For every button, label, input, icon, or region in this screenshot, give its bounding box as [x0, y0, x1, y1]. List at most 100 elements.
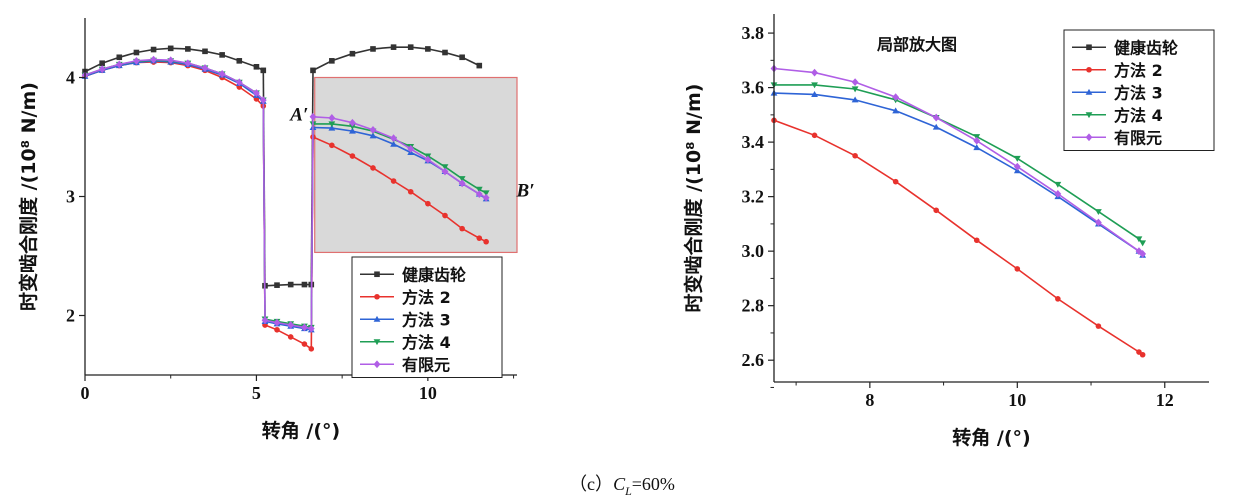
series-line-1-0	[84, 61, 264, 107]
data-point-4-0-2	[115, 60, 123, 69]
data-point-4-0-10	[1139, 249, 1147, 258]
y-tick-label-1: 2.8	[742, 296, 765, 316]
y-tick-label-6: 3.8	[742, 23, 765, 43]
data-point-1-4-7	[442, 212, 448, 219]
y-axis-label: 时变啮合刚度 /(10⁸ N/m)	[682, 84, 705, 313]
y-tick-label-2: 4	[66, 68, 75, 88]
data-point-4-4-3	[369, 125, 377, 134]
legend-marker-0	[1086, 44, 1092, 51]
data-point-0-2-2	[287, 281, 294, 288]
y-tick-label-4: 3.4	[742, 132, 765, 152]
data-point-1-4-5	[407, 188, 414, 195]
legend-label-1: 方法 2	[402, 288, 451, 307]
data-point-3-4-7	[441, 164, 449, 171]
left-chart: 0 5 10 2 3 4 转角 /(°) 时变啮合刚度 /(10⁸ N/m) A′ B′ 健康齿轮方…	[17, 18, 535, 442]
data-point-1-2-1	[274, 326, 280, 333]
data-point-0-4-3	[370, 46, 376, 52]
legend-marker-1	[374, 293, 380, 300]
data-point-1-0-5	[973, 237, 980, 244]
data-point-4-0-6	[1013, 162, 1021, 171]
caption-variable: C	[613, 474, 626, 494]
data-point-1-4-6	[425, 200, 431, 207]
data-point-2-0-2	[851, 96, 859, 103]
data-point-0-0-2	[116, 54, 123, 61]
data-point-1-2-4	[308, 346, 315, 352]
data-point-4-0-4	[150, 55, 157, 64]
data-point-4-4-2	[349, 118, 356, 127]
data-point-1-4-9	[476, 235, 483, 241]
y-axis-label: 时变啮合刚度 /(10⁸ N/m)	[17, 82, 40, 311]
data-point-0-0-5	[167, 45, 174, 52]
data-point-0-4-4	[390, 44, 397, 50]
data-point-3-4-8	[458, 176, 466, 183]
data-point-0-0-1	[99, 60, 105, 67]
legend-marker-2	[1085, 88, 1093, 95]
data-point-3-0-9	[1135, 236, 1143, 243]
data-point-3-4-9	[475, 186, 483, 193]
data-point-2-0-5	[973, 144, 981, 151]
chart-title: 局部放大图	[877, 35, 957, 54]
data-point-0-0-9	[236, 58, 243, 64]
series-line-1-0	[773, 119, 1144, 356]
y-tick-label-5: 3.6	[742, 78, 765, 98]
data-point-4-4-6	[424, 155, 432, 164]
y-tick-label-0: 2	[66, 306, 75, 326]
x-axis-label: 转角 /(°)	[262, 419, 340, 442]
data-point-1-0-4	[933, 207, 940, 214]
y-tick-label-3: 3.2	[742, 187, 765, 207]
data-point-4-4-1	[328, 114, 336, 122]
legend-label-1: 方法 2	[1114, 61, 1163, 80]
data-point-0-4-2	[349, 50, 356, 57]
caption-prefix: （c）	[569, 474, 613, 494]
data-point-4-0-5	[973, 136, 981, 145]
data-point-0-2-1	[274, 282, 280, 288]
data-point-0-4-8	[459, 54, 465, 61]
x-tick-label-1: 10	[1008, 390, 1026, 410]
data-point-0-0-11	[260, 67, 267, 74]
data-point-3-4-1	[328, 121, 336, 128]
data-point-1-4-4	[390, 178, 397, 184]
data-point-4-0-2	[851, 78, 859, 87]
data-point-0-4-6	[425, 46, 431, 52]
y-tick-label-1: 3	[66, 187, 75, 207]
data-point-2-0-1	[811, 91, 818, 97]
data-point-4-4-7	[441, 167, 449, 176]
data-point-1-0-7	[1055, 296, 1061, 302]
data-point-4-0-5	[167, 56, 175, 65]
data-point-4-0-3	[133, 56, 140, 65]
legend-marker-4	[373, 360, 381, 369]
data-point-1-2-3	[301, 341, 308, 347]
data-point-0-0-7	[202, 48, 208, 55]
data-point-1-0-2	[852, 152, 858, 159]
data-point-3-4-10	[482, 190, 490, 197]
data-point-4-4-9	[475, 190, 483, 199]
legend-marker-3	[373, 339, 381, 346]
figure-caption: （c）CL=60%	[569, 474, 675, 498]
x-tick-label-2: 10	[419, 383, 437, 403]
data-point-2-0-4	[932, 123, 940, 130]
legend-label-0: 健康齿轮	[1114, 38, 1178, 57]
data-point-2-4-4	[390, 140, 397, 147]
legend-label-2: 方法 3	[402, 310, 451, 329]
data-point-0-0-8	[219, 52, 225, 58]
data-point-4-4-5	[407, 145, 415, 153]
x-tick-label-0: 0	[81, 383, 90, 403]
data-point-0-4-9	[476, 62, 483, 69]
data-point-0-4-1	[329, 58, 335, 64]
series-line-4-0	[84, 58, 264, 101]
data-point-3-0-10	[1139, 240, 1147, 247]
data-point-4-0-9	[235, 78, 243, 87]
data-point-1-4-10	[483, 238, 489, 245]
legend-marker-0	[374, 271, 380, 278]
data-point-1-4-8	[459, 225, 465, 232]
data-point-0-2-3	[301, 281, 308, 288]
data-point-1-0-10	[1139, 351, 1146, 358]
data-point-4-0-7	[1054, 190, 1062, 198]
legend-label-3: 方法 4	[1114, 106, 1163, 125]
data-point-4-2-3	[301, 323, 308, 332]
legend-label-4: 有限元	[1114, 128, 1162, 147]
data-point-4-0-3	[892, 93, 900, 102]
annotation-1: B′	[516, 181, 535, 202]
data-point-4-0-1	[98, 65, 106, 74]
data-point-4-2-1	[273, 318, 281, 327]
